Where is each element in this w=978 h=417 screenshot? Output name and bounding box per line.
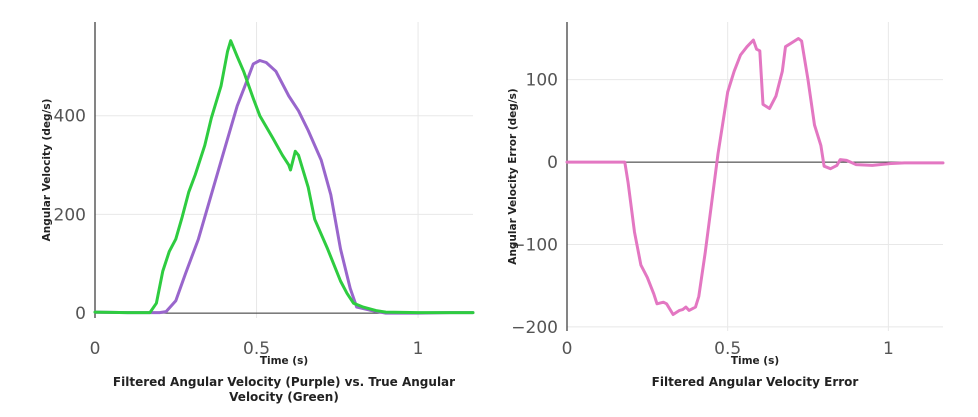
y-tick-label: −100	[511, 235, 558, 255]
x-tick-label: 0.5	[243, 339, 270, 359]
x-axis-label: Time (s)	[260, 355, 308, 367]
x-axis-label: Time (s)	[731, 355, 779, 367]
y-tick-label: 400	[54, 107, 86, 127]
chart-title: Filtered Angular Velocity Error	[652, 375, 859, 389]
x-tick-label: 1	[883, 339, 894, 359]
y-tick-label: −200	[511, 318, 558, 338]
series-line	[93, 59, 475, 315]
x-tick-label: 0.5	[714, 339, 741, 359]
y-axis-label: Angular Velocity Error (deg/s)	[507, 88, 519, 264]
x-tick-label: 1	[413, 339, 424, 359]
y-axis-label: Angular Velocity (deg/s)	[41, 99, 53, 242]
series-line	[565, 37, 945, 316]
chart-panel-error: 0 0.5 1 −200 −100 0 100 Time (s) Angular Velocit…	[507, 22, 945, 389]
x-tick-label: 0	[90, 339, 101, 359]
x-tick-label: 0	[562, 339, 573, 359]
chart-title: Velocity (Green)	[229, 390, 339, 404]
chart-panel-velocity: 0 0.5 1 0 200 400 Time (s) Angular Velocity (de…	[41, 22, 475, 404]
y-tick-label: 100	[526, 71, 558, 91]
series-line	[93, 39, 475, 315]
y-tick-label: 0	[547, 153, 558, 173]
chart-title: Filtered Angular Velocity (Purple) vs. T…	[113, 375, 455, 389]
y-tick-label: 0	[75, 304, 86, 324]
y-tick-label: 200	[54, 205, 86, 225]
